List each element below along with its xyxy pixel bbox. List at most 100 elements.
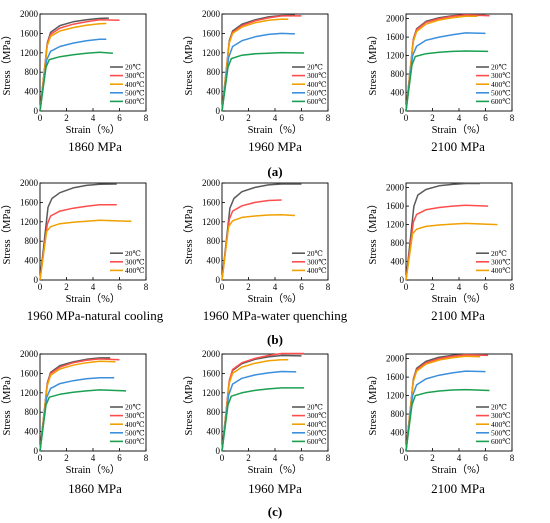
y-tick-label: 400: [391, 428, 405, 438]
x-tick-label: 8: [144, 453, 149, 463]
y-tick-label: 800: [25, 236, 39, 246]
x-tick-label: 2: [246, 113, 251, 123]
legend-label: 600℃: [125, 97, 145, 106]
legend-label: 20℃: [491, 249, 507, 258]
x-tick-label: 6: [483, 453, 488, 463]
series-line-500C: [221, 370, 297, 452]
series-line-500C: [39, 377, 115, 452]
y-tick-label: 1200: [386, 391, 405, 401]
y-tick-label: 2000: [20, 349, 39, 359]
x-tick-label: 2: [64, 113, 69, 123]
series-line-400C: [221, 359, 289, 452]
x-axis-label: Strain（%）: [432, 293, 487, 305]
y-tick-label: 0: [34, 106, 39, 116]
y-axis-label: Stress（MPa）: [183, 370, 195, 436]
series-line-20C: [39, 17, 109, 112]
y-tick-label: 1600: [202, 28, 221, 38]
x-tick-label: 6: [483, 282, 488, 292]
series-line-400C: [39, 360, 116, 452]
x-tick-label: 2: [246, 453, 251, 463]
y-tick-label: 1600: [20, 197, 39, 207]
legend-label: 20℃: [125, 403, 141, 412]
y-axis-label: Stress（MPa）: [367, 199, 379, 265]
x-tick-label: 8: [510, 453, 515, 463]
chart-6: 0 2 4 6 8 0 400 800 1200 1600 2000 Strain（%） Stress（…: [367, 182, 515, 305]
x-axis-label: Strain（%）: [248, 464, 303, 476]
series-line-600C: [405, 388, 490, 452]
x-tick-label: 6: [483, 113, 488, 123]
legend-label: 400℃: [125, 420, 145, 429]
panel-caption: 1960 MPa-water quenching: [202, 308, 348, 323]
series-line-300C: [39, 204, 117, 281]
x-tick-label: 0: [404, 282, 409, 292]
series-line-400C: [39, 219, 132, 281]
series-line-20C: [405, 182, 481, 281]
y-tick-label: 0: [216, 106, 221, 116]
legend-label: 400℃: [307, 80, 327, 89]
legend-label: 300℃: [125, 71, 145, 80]
x-tick-label: 6: [117, 453, 122, 463]
x-tick-label: 4: [273, 453, 278, 463]
legend-label: 400℃: [491, 420, 511, 429]
panel-caption: 2100 MPa: [431, 139, 485, 154]
series-line-300C: [39, 19, 120, 112]
legend-label: 400℃: [491, 80, 511, 89]
legend-label: 300℃: [125, 257, 145, 266]
legend-label: 400℃: [491, 266, 511, 275]
series-line-400C: [405, 355, 481, 452]
y-tick-label: 800: [391, 69, 405, 79]
y-tick-label: 2000: [202, 178, 221, 188]
legend-label: 300℃: [491, 257, 511, 266]
y-tick-label: 1600: [202, 197, 221, 207]
y-tick-label: 1200: [202, 48, 221, 58]
x-tick-label: 8: [510, 282, 515, 292]
legend-label: 400℃: [307, 420, 327, 429]
series-line-400C: [221, 214, 295, 281]
y-tick-label: 1200: [386, 220, 405, 230]
legend-label: 400℃: [125, 266, 145, 275]
legend-label: 20℃: [125, 249, 141, 258]
panel-caption: 1860 MPa: [68, 139, 122, 154]
legend-label: 400℃: [307, 266, 327, 275]
x-tick-label: 0: [38, 113, 43, 123]
legend-label: 600℃: [125, 437, 145, 446]
x-tick-label: 0: [220, 282, 225, 292]
legend-label: 600℃: [307, 97, 327, 106]
panel-caption: 1960 MPa: [248, 139, 302, 154]
x-tick-label: 2: [430, 282, 435, 292]
x-tick-label: 2: [64, 453, 69, 463]
y-tick-label: 1600: [386, 372, 405, 382]
legend-label: 20℃: [125, 63, 141, 72]
y-tick-label: 1200: [20, 48, 39, 58]
x-axis-label: Strain（%）: [432, 124, 487, 136]
y-tick-label: 800: [391, 238, 405, 248]
panel-caption: 2100 MPa: [431, 308, 485, 323]
x-tick-label: 8: [144, 113, 149, 123]
series-line-600C: [221, 387, 305, 452]
y-tick-label: 0: [216, 275, 221, 285]
y-tick-label: 1600: [202, 368, 221, 378]
legend-label: 300℃: [307, 257, 327, 266]
y-tick-label: 800: [207, 67, 221, 77]
series-line-300C: [221, 199, 282, 281]
y-tick-label: 800: [25, 67, 39, 77]
series-line-20C: [221, 354, 302, 452]
y-tick-label: 1200: [20, 217, 39, 227]
series-line-500C: [405, 32, 486, 112]
x-tick-label: 6: [117, 113, 122, 123]
x-tick-label: 8: [510, 113, 515, 123]
y-tick-label: 400: [207, 87, 221, 97]
y-tick-label: 1200: [202, 217, 221, 227]
legend-label: 300℃: [491, 411, 511, 420]
chart-3: 0 2 4 6 8 0 400 800 1200 1600 2000 Strain（%） Stress（…: [367, 13, 515, 136]
y-tick-label: 400: [391, 257, 405, 267]
x-tick-label: 0: [404, 113, 409, 123]
panel-caption: 1960 MPa-natural cooling: [26, 308, 164, 323]
x-axis-label: Strain（%）: [248, 293, 303, 305]
x-tick-label: 8: [144, 282, 149, 292]
series-line-20C: [221, 183, 302, 281]
x-tick-label: 0: [220, 113, 225, 123]
y-tick-label: 2000: [386, 14, 405, 24]
legend-label: 500℃: [307, 428, 327, 437]
